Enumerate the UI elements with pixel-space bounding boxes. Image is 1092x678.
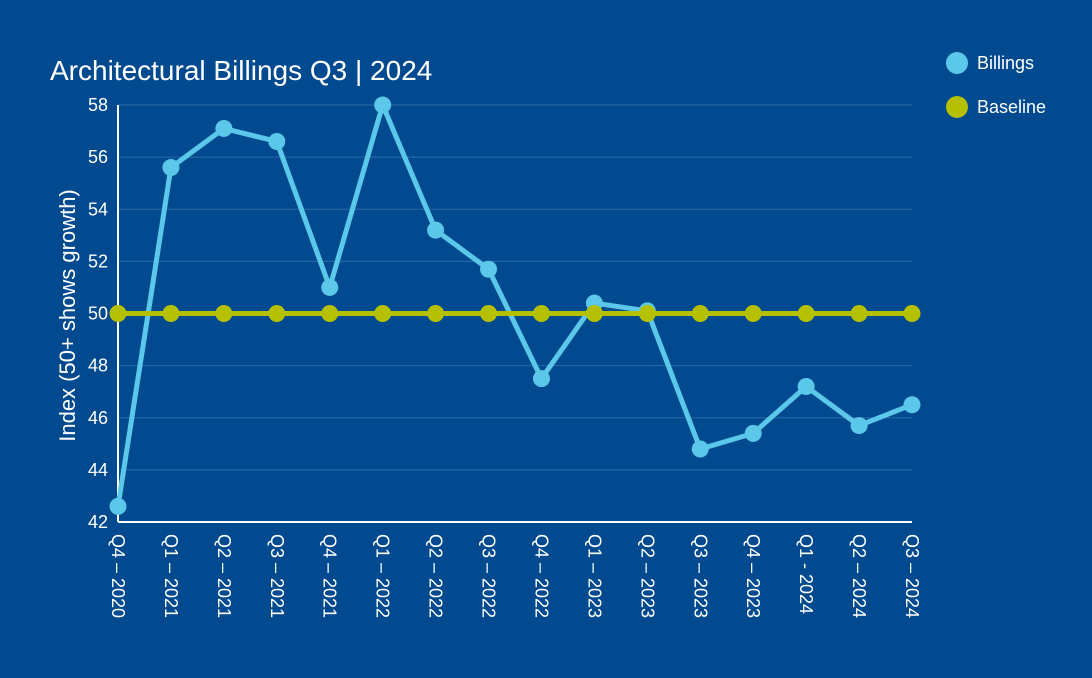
data-point-baseline (744, 305, 762, 322)
data-point-billings (162, 159, 180, 177)
data-point-baseline (109, 305, 127, 322)
x-tick-label: Q4 – 2021 (320, 534, 340, 618)
grid-lines (118, 104, 912, 471)
data-point-billings (109, 497, 127, 515)
legend-marker-baseline (946, 96, 968, 118)
data-point-billings (903, 396, 921, 414)
data-point-baseline (215, 305, 233, 322)
y-tick-label-48: 48 (88, 356, 108, 376)
chart-title: Architectural Billings Q3 | 2024 (50, 55, 432, 86)
data-point-baseline (427, 305, 445, 322)
x-tick-label: Q4 – 2020 (108, 534, 128, 618)
legend-label-billings: Billings (977, 53, 1034, 73)
x-tick-label: Q4 – 2023 (743, 534, 763, 618)
data-point-billings (532, 370, 550, 388)
y-tick-label-44: 44 (88, 460, 108, 480)
data-point-baseline (374, 305, 392, 322)
legend-label-baseline: Baseline (977, 97, 1046, 117)
y-tick-label-54: 54 (88, 199, 108, 219)
data-point-billings (744, 424, 762, 442)
legend: Billings Baseline (946, 52, 1046, 118)
y-tick-label-46: 46 (88, 408, 108, 428)
series-layer (109, 96, 921, 515)
data-point-billings (427, 221, 445, 239)
data-point-billings (691, 440, 709, 458)
data-point-billings (850, 417, 868, 435)
y-tick-label-42: 42 (88, 512, 108, 532)
data-point-baseline (850, 305, 868, 322)
data-point-baseline (638, 305, 656, 322)
x-tick-label: Q3 – 2023 (690, 534, 710, 618)
data-point-baseline (903, 305, 921, 322)
series-line-billings (115, 102, 915, 509)
x-tick-label: Q2 – 2022 (426, 534, 446, 618)
x-tick-label: Q2 – 2024 (849, 534, 869, 618)
x-tick-label: Q1 – 2021 (161, 534, 181, 618)
x-tick-label: Q1 – 2022 (373, 534, 393, 618)
data-point-baseline (268, 305, 286, 322)
x-tick-label: Q1 – 2023 (584, 534, 604, 618)
legend-marker-billings (946, 52, 968, 74)
data-point-billings (374, 96, 392, 114)
data-point-baseline (691, 305, 709, 322)
data-point-baseline (162, 305, 180, 322)
data-point-baseline (532, 305, 550, 322)
x-tick-label: Q3 – 2022 (479, 534, 499, 618)
y-tick-label-58: 58 (88, 95, 108, 115)
data-point-billings (268, 132, 286, 150)
data-point-billings (480, 260, 498, 278)
x-tick-label: Q1 - 2024 (796, 534, 816, 614)
data-point-baseline (797, 305, 815, 322)
x-tick-labels: Q4 – 2020 Q1 – 2021 Q2 – 2021 Q3 – 2021 Q4 –… (108, 534, 922, 618)
x-tick-label: Q3 – 2024 (902, 534, 922, 618)
y-tick-label-56: 56 (88, 147, 108, 167)
x-tick-label: Q2 – 2023 (637, 534, 657, 618)
data-point-billings (797, 377, 815, 395)
data-point-billings (215, 119, 233, 137)
y-tick-label-50: 50 (88, 304, 108, 324)
y-tick-labels: 42 44 46 48 50 52 54 56 58 (88, 95, 108, 532)
x-tick-label: Q3 – 2021 (267, 534, 287, 618)
x-tick-label: Q4 – 2022 (531, 534, 551, 618)
data-point-billings (321, 278, 339, 296)
series-billings (109, 96, 921, 515)
y-tick-label-52: 52 (88, 251, 108, 271)
data-point-baseline (480, 305, 498, 322)
data-point-baseline (585, 305, 603, 322)
y-axis-title: Index (50+ shows growth) (55, 189, 80, 442)
series-baseline (109, 305, 921, 322)
x-tick-label: Q2 – 2021 (214, 534, 234, 618)
data-point-baseline (321, 305, 339, 322)
